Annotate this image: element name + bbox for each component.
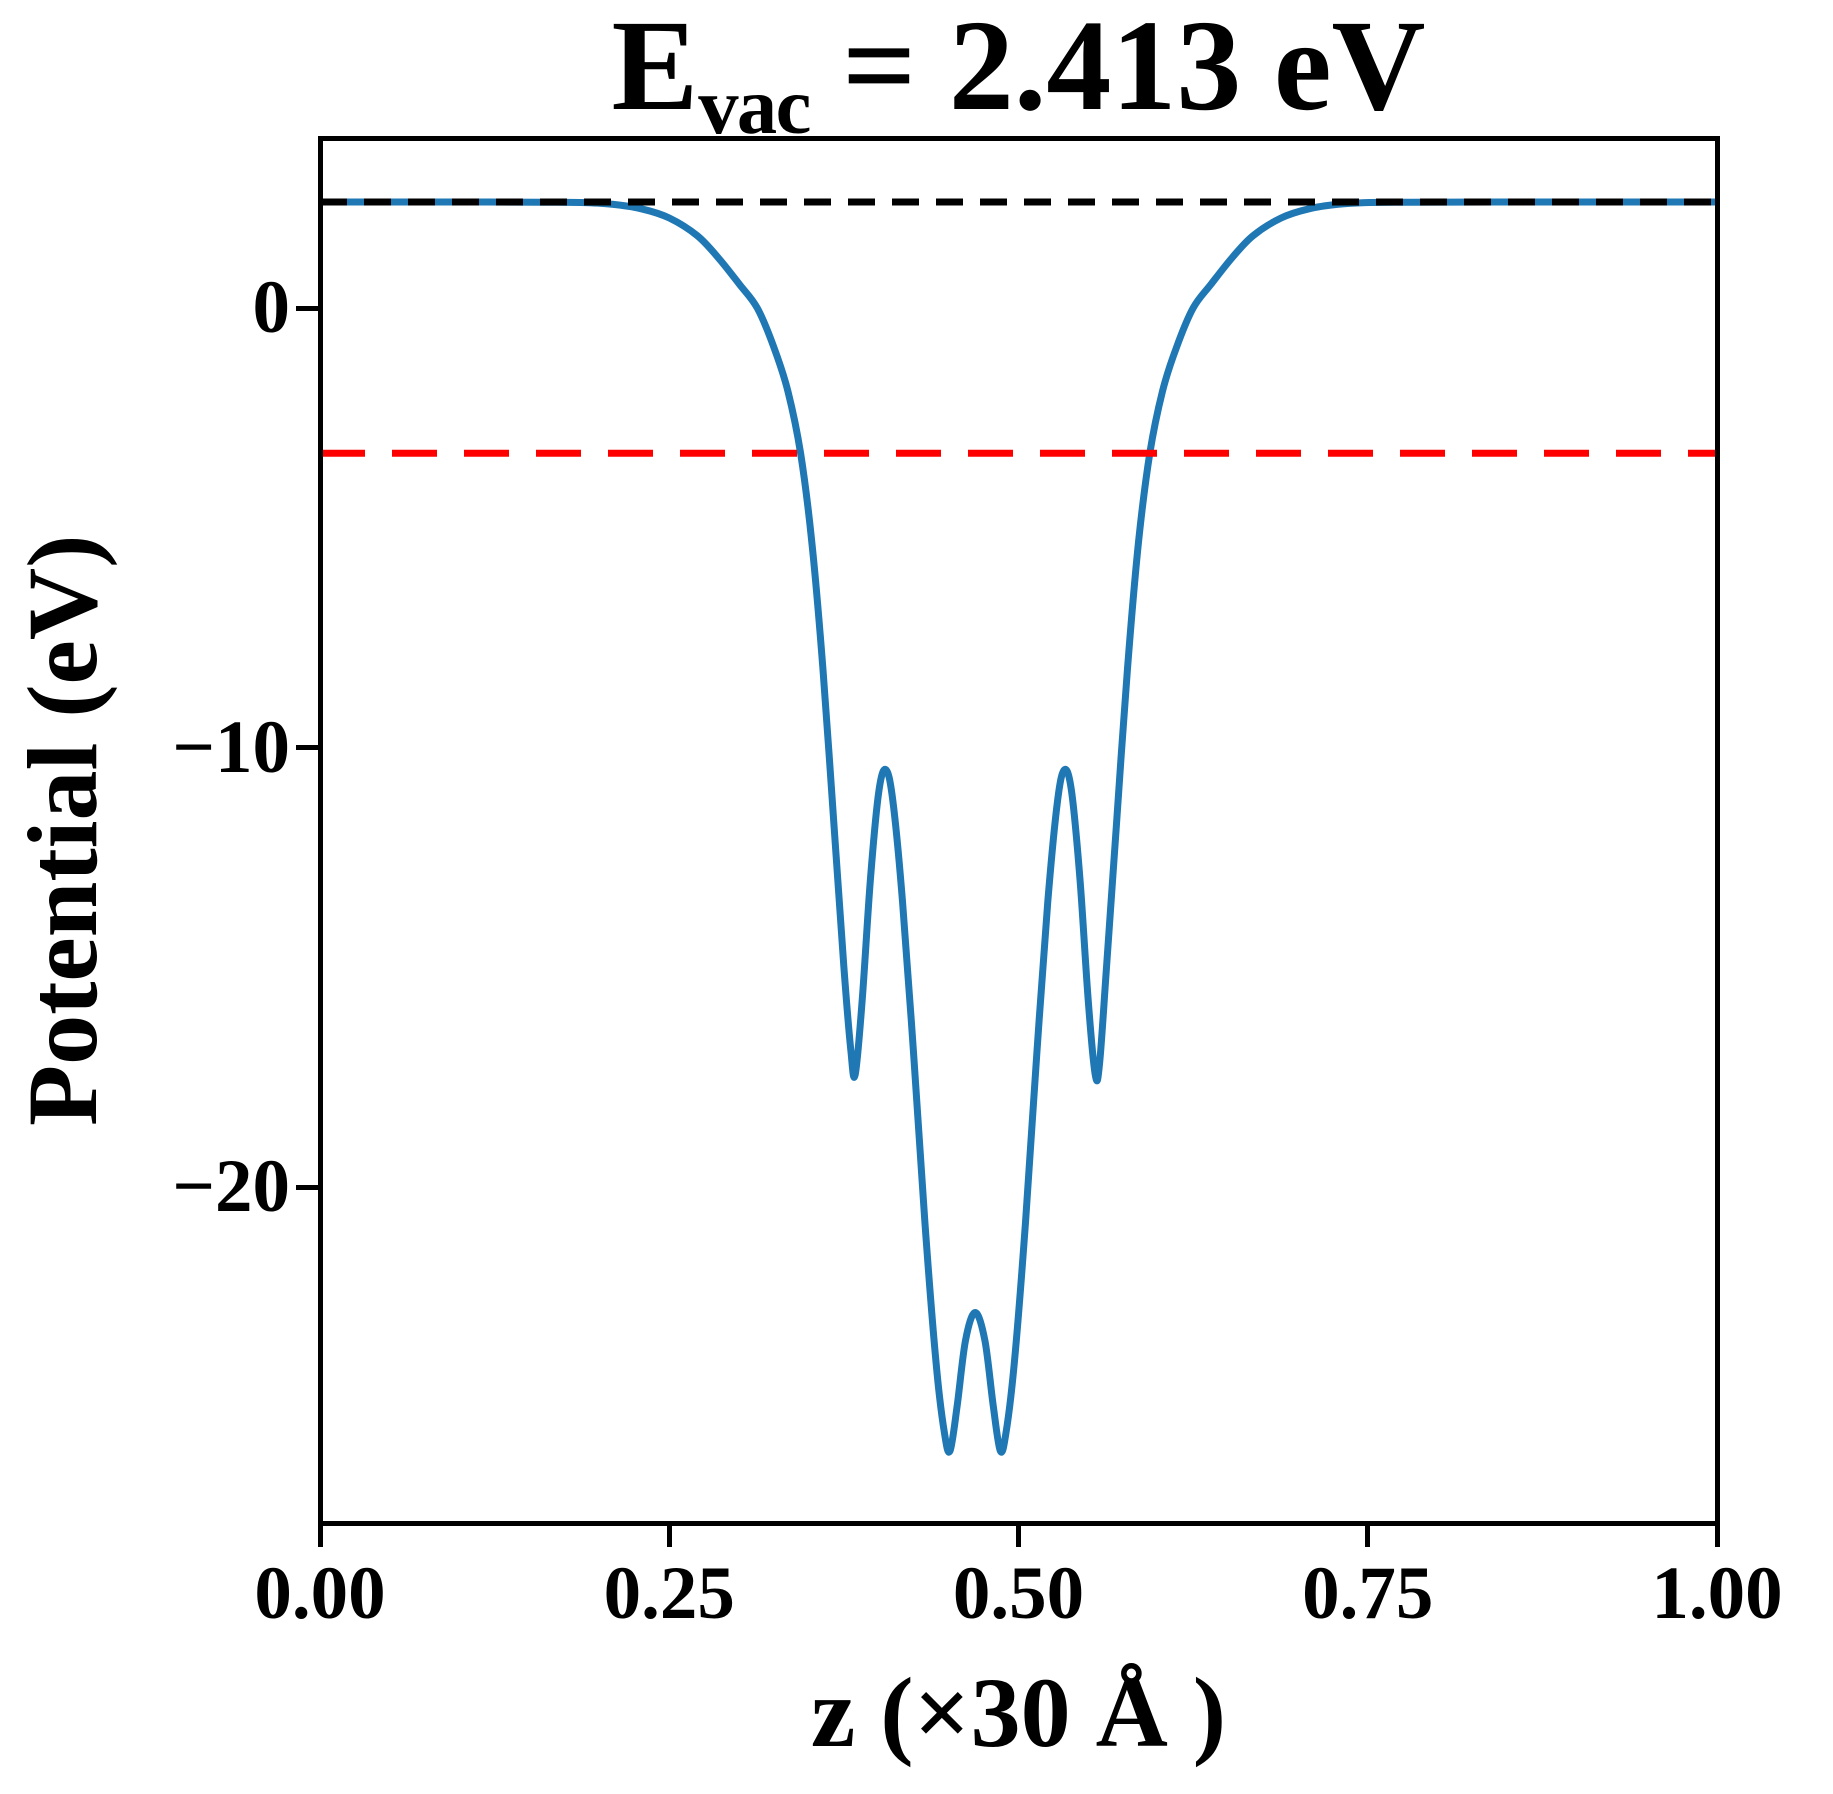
y-tick-label: −20: [172, 1145, 290, 1229]
plot-canvas: [320, 198, 1717, 1456]
x-tick-mark: [1365, 1524, 1371, 1547]
x-tick-label: 1.00: [1651, 1552, 1783, 1635]
title-equation: = 2.413 eV: [809, 0, 1426, 138]
chart-title: Evac = 2.413 eV: [320, 1, 1717, 151]
x-tick-mark: [1714, 1524, 1720, 1547]
y-tick-mark: [296, 745, 320, 751]
planar-averaged-electrostatic-potential: [320, 198, 1717, 1456]
y-tick-label: −10: [172, 705, 290, 789]
x-tick-label: 0.00: [254, 1552, 386, 1635]
y-tick-mark: [296, 1184, 320, 1190]
title-symbol: E: [611, 0, 699, 138]
x-tick-mark: [666, 1524, 672, 1547]
x-tick-mark: [1016, 1524, 1021, 1547]
x-axis-label: z (×30 Å ): [810, 1657, 1227, 1768]
x-tick-mark: [317, 1524, 323, 1547]
x-tick-label: 0.75: [1302, 1552, 1434, 1635]
y-tick-label: 0: [252, 266, 291, 350]
y-tick-mark: [296, 305, 320, 311]
x-tick-label: 0.25: [603, 1552, 735, 1635]
x-tick-label: 0.50: [952, 1552, 1085, 1635]
